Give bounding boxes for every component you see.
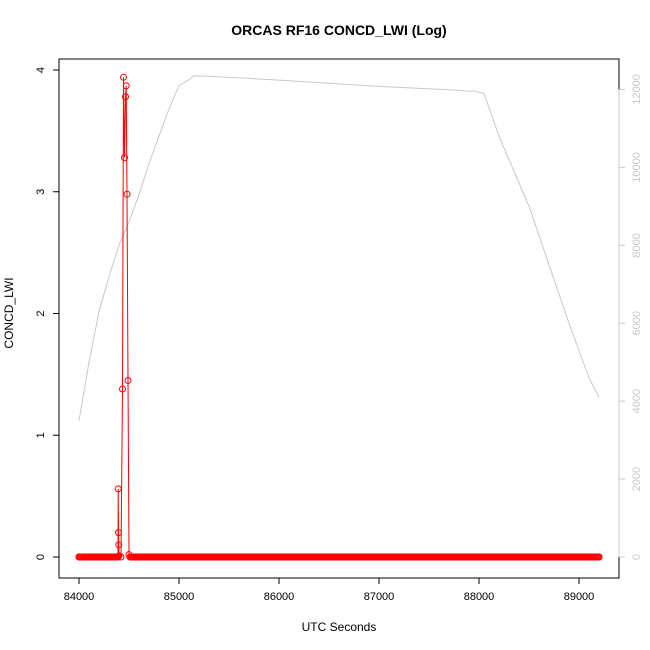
concd-lwi-point <box>122 93 129 101</box>
y2-tick-label: 10000 <box>631 152 643 183</box>
x-tick-label: 86000 <box>264 591 295 603</box>
y-tick-label: 2 <box>35 310 47 316</box>
concd-lwi-point <box>121 154 128 162</box>
concd-lwi-point <box>114 553 122 561</box>
y2-tick-label: 2000 <box>631 467 643 491</box>
x-tick-label: 84000 <box>64 591 95 603</box>
altitude-line <box>78 75 600 421</box>
y2-tick-label: 12000 <box>631 74 643 105</box>
x-axis-label: UTC Seconds <box>302 620 377 634</box>
y2-tick-label: 4000 <box>631 389 643 413</box>
concd-lwi-point <box>117 553 125 561</box>
concd-lwi-line <box>79 77 599 558</box>
concd-lwi-point <box>123 190 131 198</box>
concd-lwi-point <box>122 82 130 90</box>
concd-lwi-point <box>115 529 122 537</box>
x-tick-label: 87000 <box>364 591 395 603</box>
y2-tick-label: 8000 <box>631 233 643 257</box>
concd-lwi-point <box>114 485 122 493</box>
concd-lwi-point <box>119 385 126 393</box>
concd-lwi-point <box>115 541 123 549</box>
x-tick-label: 88000 <box>464 591 495 603</box>
concd-lwi-point <box>120 73 127 81</box>
axes: 84000 85000 86000 87000 88000 89000 0 1 2 3 4 0 2000… <box>35 67 643 603</box>
y-tick-label: 4 <box>35 67 47 73</box>
y-tick-label: 3 <box>35 189 47 195</box>
y2-tick-label: 0 <box>631 554 643 560</box>
chart-title: ORCAS RF16 CONCD_LWI (Log) <box>231 22 446 38</box>
series <box>75 73 603 561</box>
x-tick-label: 89000 <box>564 591 595 603</box>
y2-tick-label: 6000 <box>631 311 643 335</box>
concd-lwi-point <box>595 553 603 561</box>
x-tick-label: 85000 <box>164 591 195 603</box>
y-tick-label: 0 <box>35 554 47 560</box>
y-tick-label: 1 <box>35 432 47 438</box>
plot-frame <box>58 58 620 579</box>
y-axis-label: CONCD_LWI <box>2 277 16 348</box>
concd-lwi-point <box>124 376 132 384</box>
